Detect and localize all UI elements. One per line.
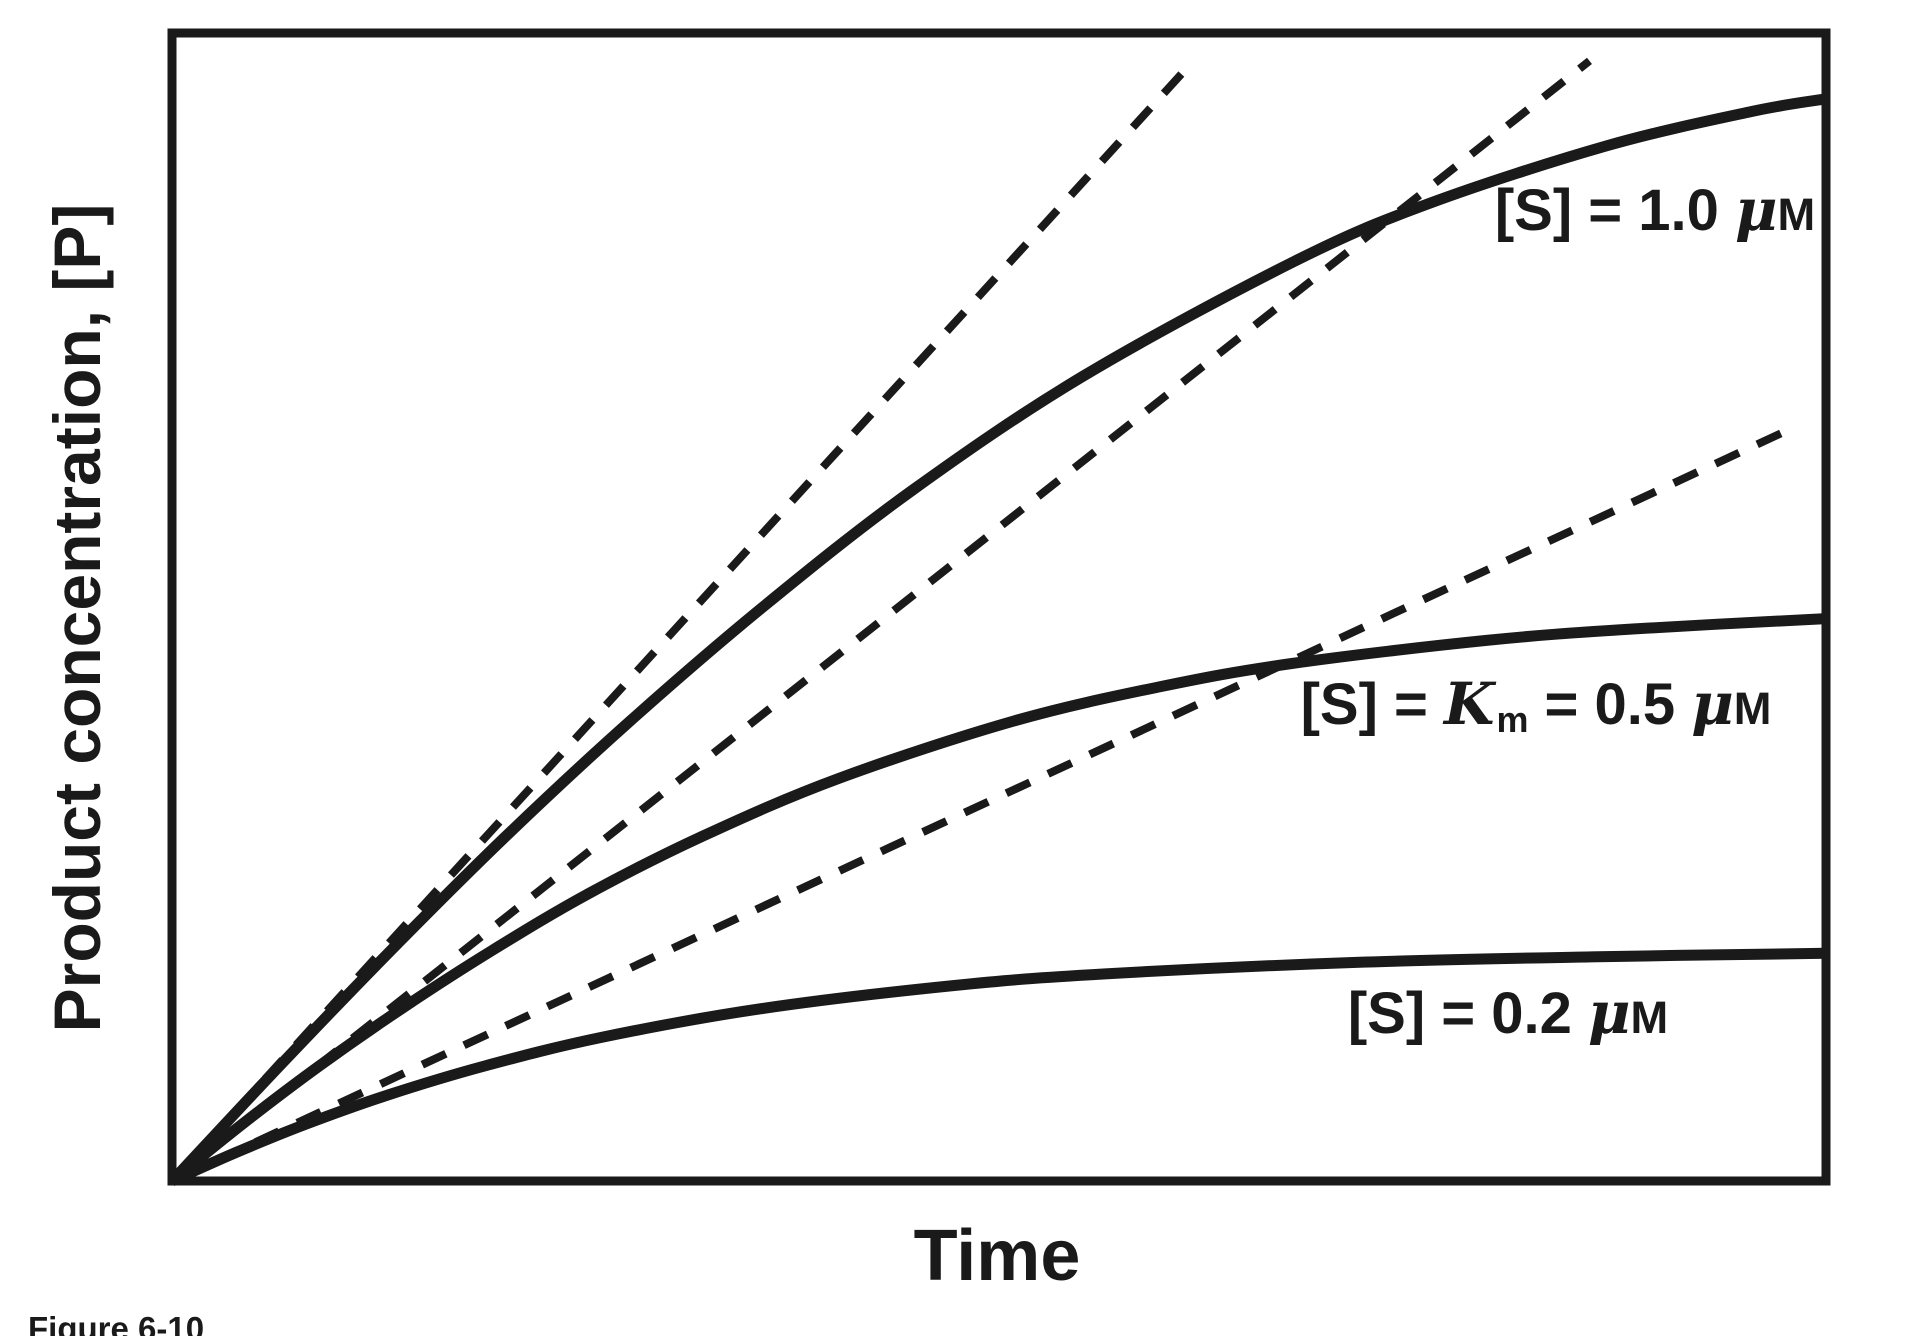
curve-label-s-1.0uM: [S] = 1.0 μM xyxy=(1495,176,1815,244)
label-text: [S] = 0.2 xyxy=(1347,981,1589,1046)
plot-frame xyxy=(167,28,1831,1186)
km-subscript: m xyxy=(1496,698,1529,740)
tangent-s-0.5uM xyxy=(169,57,1592,1185)
y-axis-label: Product concentration, [P] xyxy=(40,203,114,1033)
figure-caption: Figure 6-10 xyxy=(28,1310,205,1336)
mu-symbol: μ xyxy=(1735,176,1778,244)
unit-m: M xyxy=(1733,683,1772,734)
curve-label-s-0.5uM: [S] = Km = 0.5 μM xyxy=(1300,670,1772,740)
mu-symbol: μ xyxy=(1588,979,1631,1047)
x-axis-label: Time xyxy=(913,1216,1081,1296)
unit-m: M xyxy=(1777,189,1816,240)
label-text: = 0.5 xyxy=(1528,672,1692,737)
curve-label-s-0.2uM: [S] = 0.2 μM xyxy=(1348,979,1668,1047)
curve-s-1.0uM xyxy=(167,93,1827,1185)
series-layer xyxy=(167,57,1827,1187)
unit-m: M xyxy=(1630,992,1669,1043)
curve-s-0.2uM xyxy=(169,947,1827,1187)
mu-symbol: μ xyxy=(1691,670,1734,738)
label-text: [S] = xyxy=(1300,672,1445,737)
label-text: [S] = 1.0 xyxy=(1494,178,1736,243)
km-variable: K xyxy=(1444,670,1495,738)
tangent-s-0.2uM xyxy=(170,421,1800,1185)
curve-s-0.5uM xyxy=(168,613,1827,1186)
